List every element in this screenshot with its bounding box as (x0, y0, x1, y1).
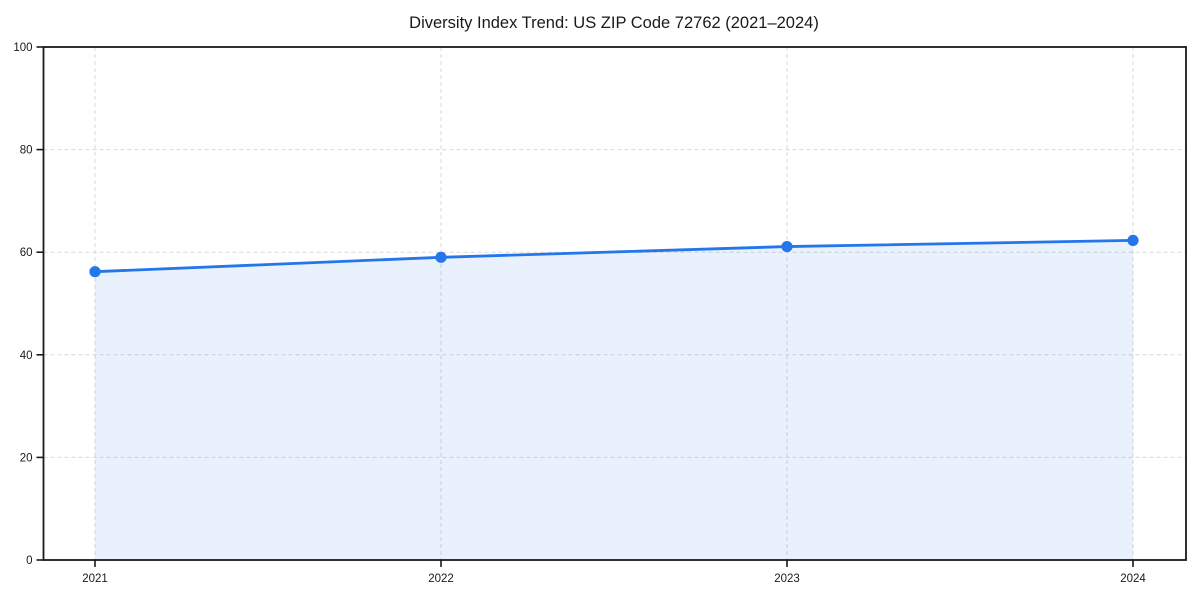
data-point-2021 (89, 266, 101, 278)
y-tick-label: 40 (20, 350, 33, 362)
series-layer (89, 234, 1139, 560)
y-tick-label: 100 (13, 42, 32, 54)
data-point-2023 (781, 240, 793, 253)
x-tick-label: 2021 (82, 573, 108, 585)
y-tick-label: 80 (20, 145, 33, 157)
y-tick-label: 0 (26, 555, 32, 567)
data-point-2022 (435, 251, 447, 263)
area-fill (95, 240, 1133, 560)
y-tick-label: 60 (20, 247, 33, 259)
chart-title: Diversity Index Trend: US ZIP Code 72762… (409, 14, 819, 32)
x-tick-label: 2022 (428, 573, 454, 585)
trend-line (93, 239, 1135, 274)
plot-border (42, 46, 1187, 561)
data-point-2024 (1127, 234, 1139, 247)
x-tick-label: 2024 (1120, 573, 1146, 585)
x-tick-label: 2023 (774, 573, 800, 585)
y-tick-label: 20 (20, 452, 33, 464)
axis-layer: 0 20 40 60 80 100 2021 2022 2023 2024 (13, 42, 1187, 585)
